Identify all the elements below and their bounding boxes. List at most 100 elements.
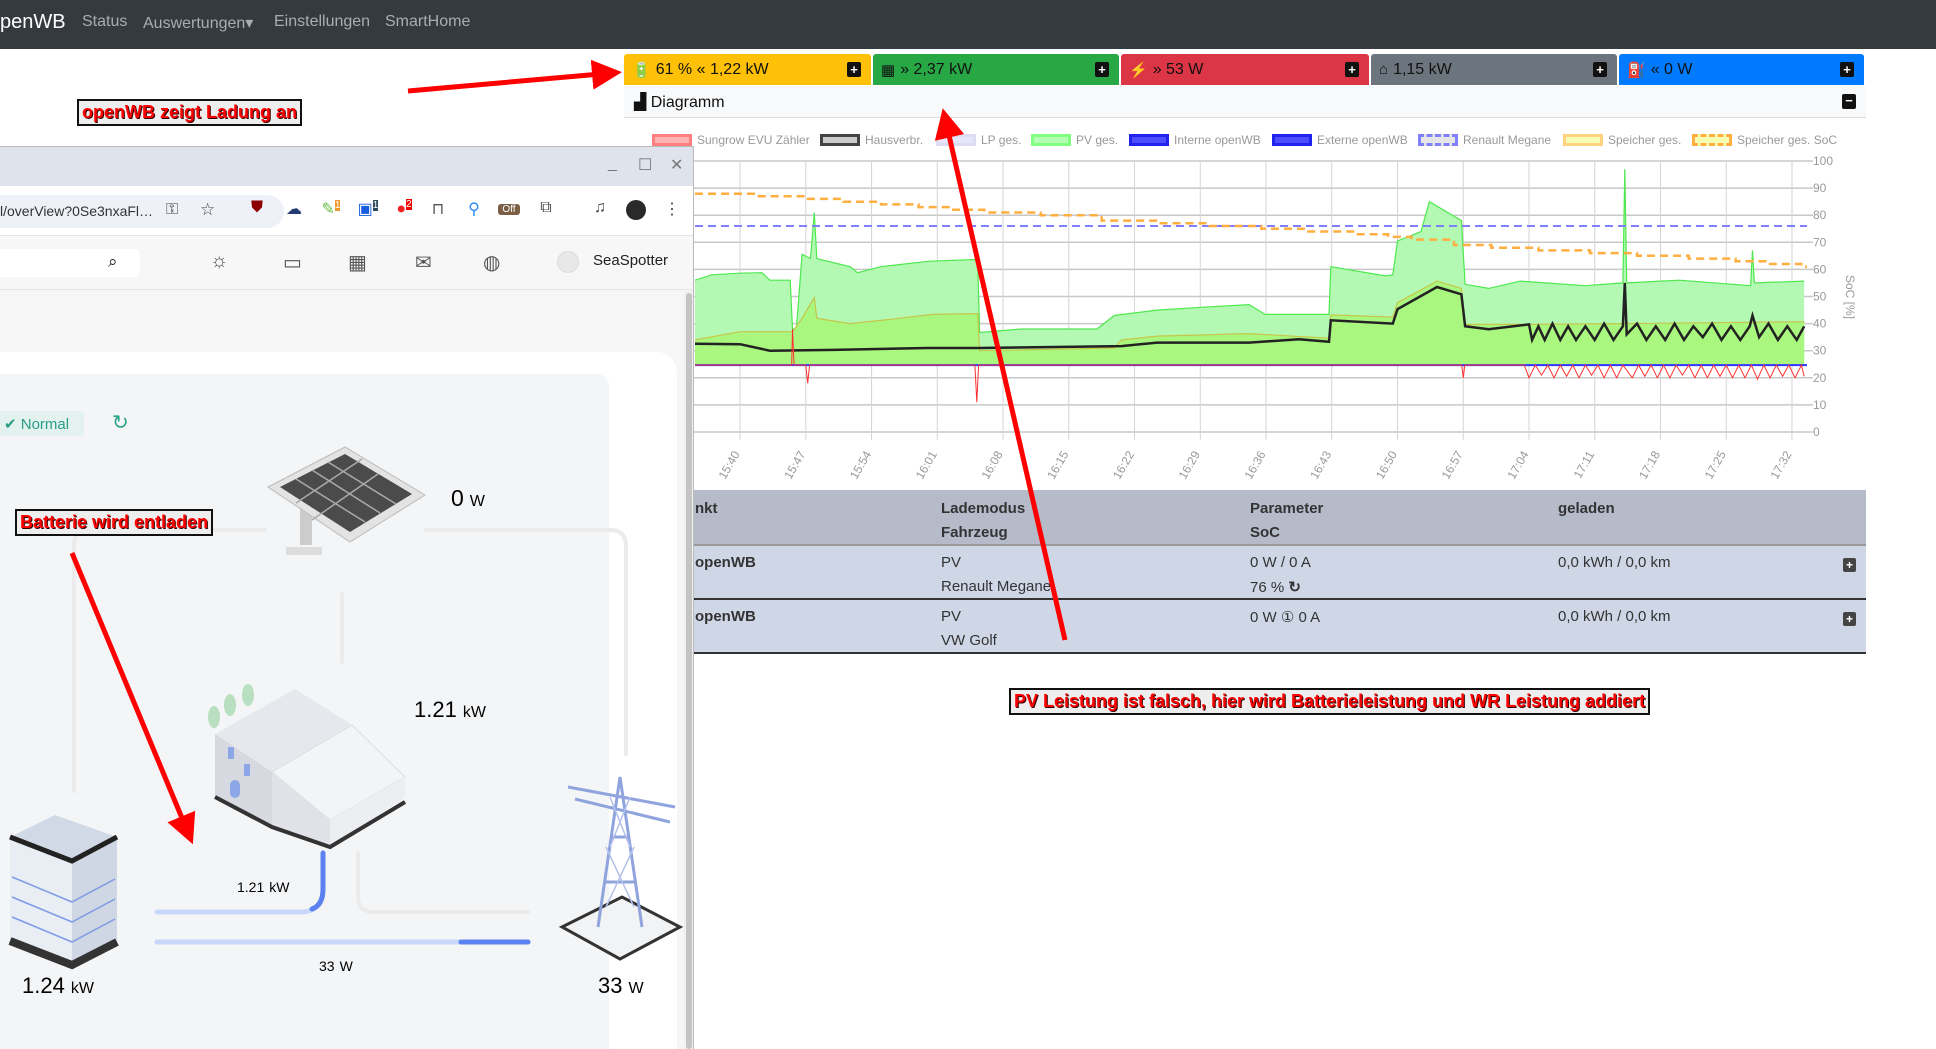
vehicle: VW Golf [941,632,997,649]
media-icon[interactable]: ♫ [594,199,606,216]
window-titlebar: _ ☐ ✕ [0,147,693,186]
apps-grid-icon[interactable]: ▦ [348,252,367,274]
search-input[interactable]: ⌕ [0,249,140,277]
expand-button[interactable]: + [847,62,861,77]
expand-button[interactable]: + [1840,62,1854,77]
collapse-button[interactable]: − [1842,94,1856,109]
series-hausverbr--line [694,282,1806,352]
star-icon[interactable]: ☆ [200,200,216,219]
y2-tick-label: 90 [1813,181,1827,195]
x-tick-label: 17:25 [1702,448,1729,481]
status-bar-0[interactable]: 🔋 61 % « 1,22 kW + [624,54,871,85]
legend-item[interactable]: Speicher ges. [1563,133,1681,147]
nav-smarthome[interactable]: SmartHome [385,13,471,30]
status-badge-label: Normal [20,416,70,433]
monitor-icon[interactable]: ▭ [283,252,302,274]
bitwarden-icon[interactable]: ▣1 [357,199,379,218]
key-icon[interactable]: ⚿ [166,201,179,218]
tomato-icon[interactable]: ●2 [396,199,412,218]
legend-item[interactable]: Speicher ges. SoC [1692,133,1837,147]
diagram-header[interactable]: ▟ Diagramm − [624,86,1866,118]
y2-axis-label: SoC [%] [1843,275,1857,319]
status-bar-4[interactable]: ⛽ « 0 W + [1619,54,1864,85]
refresh-icon[interactable]: ↻ [1288,579,1301,596]
y2-tick-label: 100 [1813,154,1833,168]
nav-auswertungen-label: Auswertungen [143,15,246,32]
overlay-browser-window: _ ☐ ✕ l/overView?0Se3nxaFl… ⚿ ☆ ⛊ ☁ ✎1 ▣… [0,146,694,1049]
tool-badge: 1 [334,199,341,211]
app-header: ⌕ ☼ ▭ ▦ ✉ ◍ SeaSpotter [0,236,693,290]
car-battery-icon: 🔋 [632,61,651,79]
charge-mode[interactable]: PV [941,608,962,625]
table-row[interactable]: openWB PV VW Golf 0 W ① 0 A 0,0 kWh / 0,… [624,600,1866,654]
browser-toolbar: l/overView?0Se3nxaFl… ⚿ ☆ ⛊ ☁ ✎1 ▣1 ●2 ⊓… [0,186,693,236]
status-bar-3[interactable]: ⌂ 1,15 kW + [1371,54,1617,85]
nav-einstellungen[interactable]: Einstellungen [274,13,371,30]
mail-icon[interactable]: ✉ [415,252,432,274]
charged: 0,0 kWh / 0,0 km [1558,608,1671,625]
legend-item[interactable]: Renault Megane [1418,133,1551,147]
tool-icon[interactable]: ✎1 [321,199,341,218]
expand-button[interactable]: + [1843,558,1856,572]
search-icon[interactable]: ⌕ [108,252,118,271]
power-tower-icon [558,776,684,961]
y2-tick-label: 20 [1813,371,1827,385]
status-bar-1[interactable]: ▦» 2,37 kW + [873,54,1119,85]
expand-button[interactable]: + [1843,612,1856,626]
sun-icon[interactable]: ☼ [210,250,229,272]
legend-label: Renault Megane [1463,133,1552,147]
refresh-icon[interactable]: ↻ [112,412,129,434]
arrow-icon [407,59,622,94]
legend-label: Sungrow EVU Zähler [697,133,810,147]
battery-power-value: 1.24 kW [22,973,95,998]
off-icon[interactable]: Off [498,204,520,215]
extensions-icon[interactable]: ⧉ [540,199,552,216]
y2-tick-label: 70 [1813,235,1827,249]
y2-tick-label: 0 [1813,425,1820,439]
status-bar-text: 61 % « 1,22 kW [655,60,769,78]
solar-panel-icon [267,446,426,555]
tomato-badge: 2 [406,199,412,210]
minimize-button[interactable]: _ [608,155,617,172]
diagram-title: Diagramm [650,94,725,111]
pin-icon[interactable]: ⚲ [468,201,480,218]
legend-label: Speicher ges. SoC [1737,133,1838,147]
expand-button[interactable]: + [1593,62,1607,77]
scrollbar[interactable] [684,291,693,1049]
brand-logo[interactable]: penWB [0,11,66,33]
charge-mode[interactable]: PV [941,554,962,571]
legend-swatch [1129,134,1169,146]
nav-auswertungen[interactable]: Auswertungen▾ [143,13,253,33]
legend-swatch [820,134,860,146]
scrollbar-thumb[interactable] [686,293,692,1049]
series-speicher-ges-soc-line [695,192,1807,268]
expand-button[interactable]: + [1345,62,1359,77]
x-tick-label: 16:36 [1241,448,1268,481]
table-row[interactable]: openWB PV Renault Megane 0 W / 0 A 76 % … [624,546,1866,600]
status-bar-2[interactable]: ⚡» 53 W + [1121,54,1369,85]
globe-icon[interactable]: ◍ [483,252,501,274]
x-tick-label: 17:32 [1767,448,1794,481]
user-name[interactable]: SeaSpotter [593,252,669,269]
maximize-button[interactable]: ☐ [638,157,653,174]
profile-icon[interactable] [626,200,646,220]
menu-icon[interactable]: ⋮ [664,201,680,218]
bookmark-icon[interactable]: ⊓ [431,201,445,218]
expand-button[interactable]: + [1095,62,1109,77]
navbar: penWB Status Auswertungen▾ Einstellungen… [0,0,1936,49]
nav-status[interactable]: Status [82,13,128,30]
legend-item[interactable]: Sungrow EVU Zähler [652,133,810,147]
x-tick-label: 16:22 [1110,448,1137,481]
cloud-icon[interactable]: ☁ [286,201,302,218]
ublock-icon[interactable]: ⛊ [250,199,263,216]
legend-item[interactable]: Interne openWB [1129,133,1261,147]
url-text: l/overView?0Se3nxaFl… [0,203,154,219]
chevron-down-icon: ▾ [245,15,254,32]
power-tower-icon: ⚡ [1129,61,1148,79]
avatar[interactable] [557,251,579,273]
legend-item[interactable]: Hausverbr. [820,133,923,147]
close-button[interactable]: ✕ [670,157,684,174]
address-bar[interactable]: l/overView?0Se3nxaFl… ⚿ ☆ [0,195,284,228]
legend-item[interactable]: Externe openWB [1272,133,1408,147]
